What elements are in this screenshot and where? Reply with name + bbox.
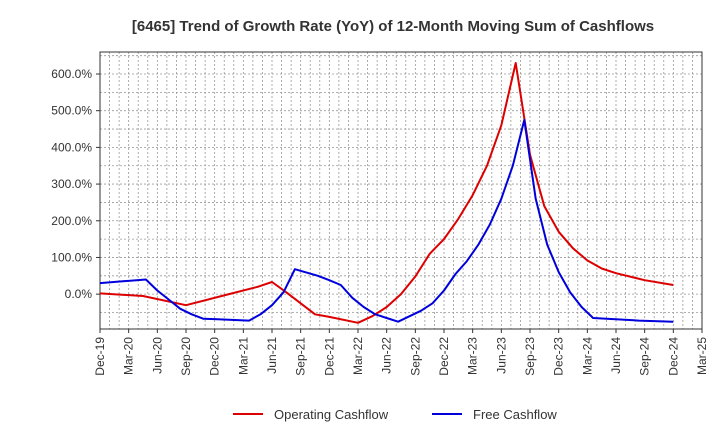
x-tick-label: Jun-24 bbox=[609, 337, 623, 374]
x-tick-label: Sep-24 bbox=[638, 337, 652, 376]
x-tick-label: Jun-23 bbox=[494, 337, 508, 374]
x-tick-label: Dec-20 bbox=[208, 337, 222, 376]
x-tick-label: Dec-19 bbox=[93, 337, 107, 376]
x-tick-label: Mar-23 bbox=[466, 337, 480, 375]
x-tick-label: Mar-22 bbox=[351, 337, 365, 375]
x-tick-label: Mar-25 bbox=[695, 337, 709, 375]
x-axis: Dec-19 Mar-20 Jun-20 Sep-20 Dec-20 Mar-21 Jun-… bbox=[93, 329, 709, 376]
x-tick-label: Dec-22 bbox=[437, 337, 451, 376]
series-line-operating-cashflow bbox=[99, 62, 674, 324]
legend: Operating Cashflow Free Cashflow bbox=[233, 407, 557, 422]
x-tick-label: Mar-20 bbox=[122, 337, 136, 375]
legend-label: Free Cashflow bbox=[473, 407, 557, 422]
x-tick-label: Dec-21 bbox=[322, 337, 336, 376]
x-tick-label: Sep-21 bbox=[294, 337, 308, 376]
y-tick-label: 300.0% bbox=[51, 177, 92, 191]
x-tick-label: Jun-21 bbox=[265, 337, 279, 374]
x-tick-label: Sep-20 bbox=[179, 337, 193, 376]
plot-frame bbox=[99, 51, 703, 330]
x-tick-label: Jun-22 bbox=[380, 337, 394, 374]
series-line-free-cashflow bbox=[99, 118, 674, 323]
legend-label: Operating Cashflow bbox=[274, 407, 389, 422]
y-tick-label: 500.0% bbox=[51, 104, 92, 118]
grid bbox=[100, 52, 702, 329]
x-tick-label: Mar-24 bbox=[580, 337, 594, 375]
x-tick-label: Dec-24 bbox=[666, 337, 680, 376]
y-axis: 0.0% 100.0% 200.0% 300.0% 400.0% 500.0% 600.0% bbox=[51, 67, 100, 301]
x-tick-label: Dec-23 bbox=[552, 337, 566, 376]
y-tick-label: 200.0% bbox=[51, 214, 92, 228]
series-group bbox=[99, 62, 674, 324]
chart-title: [6465] Trend of Growth Rate (YoY) of 12-… bbox=[132, 18, 654, 35]
x-tick-label: Sep-23 bbox=[523, 337, 537, 376]
x-tick-label: Jun-20 bbox=[150, 337, 164, 374]
y-tick-label: 600.0% bbox=[51, 67, 92, 81]
x-tick-label: Mar-21 bbox=[236, 337, 250, 375]
y-tick-label: 0.0% bbox=[65, 287, 93, 301]
y-tick-label: 400.0% bbox=[51, 140, 92, 154]
x-tick-label: Sep-22 bbox=[408, 337, 422, 376]
y-tick-label: 100.0% bbox=[51, 250, 92, 264]
